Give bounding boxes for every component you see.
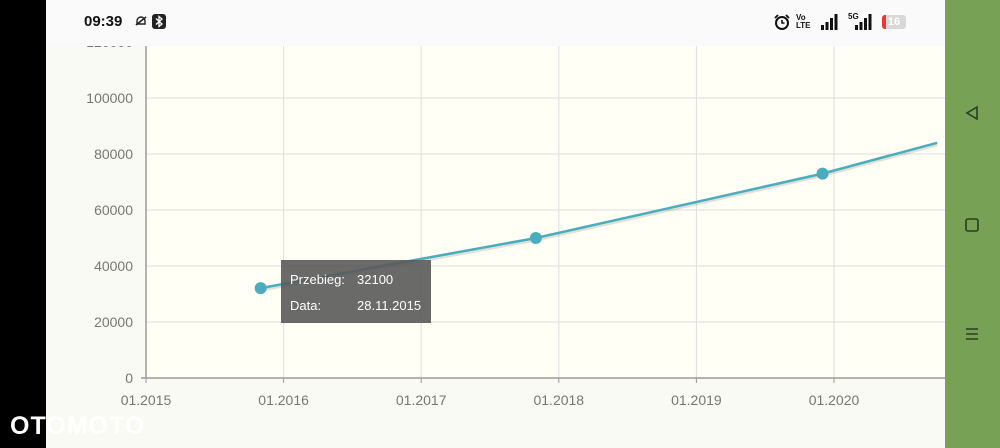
bluetooth-icon bbox=[152, 14, 166, 29]
status-clock: 09:39 bbox=[84, 13, 123, 30]
y-tick-label: 60000 bbox=[94, 202, 133, 218]
recents-icon[interactable] bbox=[964, 326, 980, 342]
signal-icon bbox=[821, 14, 838, 30]
tooltip-mileage-label: Przebieg: bbox=[290, 272, 345, 287]
data-point bbox=[529, 232, 542, 244]
x-tick-label: 01.2017 bbox=[396, 392, 447, 408]
home-icon[interactable] bbox=[964, 217, 980, 233]
x-tick-label: 01.2019 bbox=[671, 392, 722, 408]
data-point bbox=[254, 282, 267, 295]
y-tick-label: 40000 bbox=[94, 258, 133, 274]
chart-tooltip: Przebieg: 32100 Data: 28.11.2015 bbox=[281, 260, 431, 323]
x-tick-label: 01.2020 bbox=[809, 392, 860, 408]
data-point bbox=[816, 167, 829, 180]
alarm-icon bbox=[774, 14, 790, 30]
y-tick-label: 0 bbox=[125, 370, 133, 386]
x-tick-label: 01.2016 bbox=[258, 392, 309, 408]
x-tick-label: 01.2015 bbox=[121, 392, 172, 408]
app-screen: 02000040000600008000010000012000001.2015… bbox=[46, 0, 945, 448]
y-tick-label: 100000 bbox=[86, 90, 133, 106]
battery-icon: 16 bbox=[882, 15, 906, 29]
plot-area bbox=[146, 46, 945, 378]
back-icon[interactable] bbox=[964, 105, 980, 121]
otomoto-watermark: OTOMOTO bbox=[10, 412, 146, 440]
signal-5g-icon bbox=[855, 14, 872, 30]
tooltip-date-label: Data: bbox=[290, 298, 322, 313]
y-tick-label: 20000 bbox=[94, 314, 133, 330]
battery-fill bbox=[882, 15, 886, 29]
x-tick-label: 01.2018 bbox=[533, 392, 584, 408]
tooltip-mileage-value: 32100 bbox=[357, 272, 394, 287]
mileage-chart: 02000040000600008000010000012000001.2015… bbox=[86, 34, 945, 408]
signal-5g-label: 5G bbox=[848, 12, 859, 21]
navigation-bar bbox=[945, 0, 1000, 448]
tooltip-date-value: 28.11.2015 bbox=[357, 298, 422, 313]
no-data-saver-icon bbox=[135, 16, 147, 26]
volte-icon: Vo LTE bbox=[796, 13, 811, 30]
y-tick-label: 80000 bbox=[94, 146, 133, 162]
left-black-bar bbox=[0, 0, 46, 448]
status-bar: 09:39 Vo LTE 5G 16 bbox=[46, 0, 945, 46]
battery-level: 16 bbox=[887, 16, 901, 28]
